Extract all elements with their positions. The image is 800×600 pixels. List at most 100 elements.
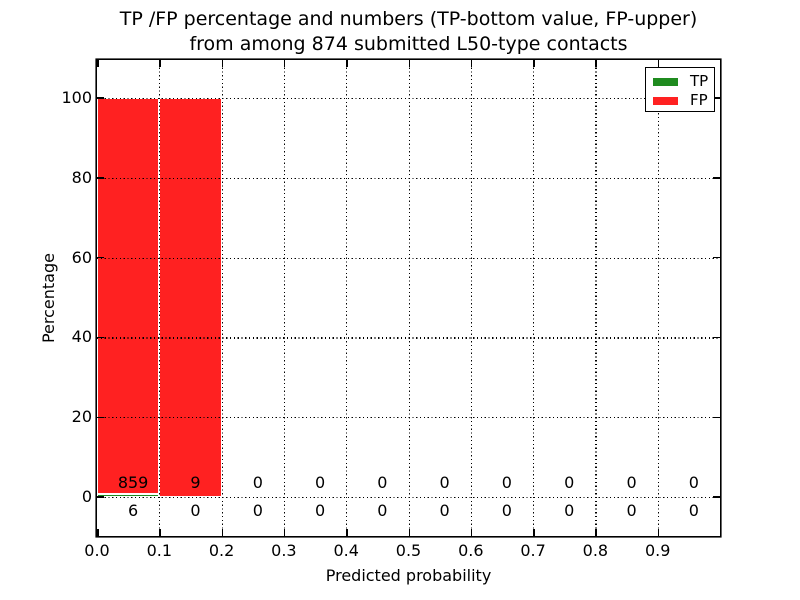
fp-count-label: 0	[688, 473, 699, 492]
fp-count-label: 0	[252, 473, 263, 492]
h-gridline	[97, 98, 720, 100]
x-tick-top	[159, 60, 161, 67]
h-gridline	[97, 177, 720, 179]
x-tick-bottom	[470, 529, 473, 536]
y-tick-left	[97, 177, 104, 179]
x-tick-top	[221, 60, 224, 67]
x-tick-label: 0.0	[84, 541, 110, 560]
v-gridline	[657, 60, 659, 536]
v-gridline	[595, 60, 597, 536]
y-tick-left	[97, 97, 104, 99]
x-tick-bottom	[346, 529, 348, 536]
x-tick-label: 0.7	[520, 541, 546, 560]
tp-count-label: 0	[626, 501, 637, 520]
legend-entry-fp: FP	[646, 91, 714, 110]
x-tick-bottom	[408, 529, 410, 536]
x-tick-top	[346, 60, 348, 67]
v-gridline	[346, 60, 348, 536]
legend-entry-tp: TP	[646, 72, 714, 91]
v-gridline	[470, 60, 472, 536]
x-tick-bottom	[283, 529, 286, 536]
tp-count-label: 0	[190, 501, 201, 520]
legend: TP FP	[645, 67, 715, 112]
x-tick-top	[470, 60, 473, 67]
x-tick-top	[533, 60, 535, 67]
tp-count-label: 0	[377, 501, 388, 520]
tp-count-label: 0	[252, 501, 263, 520]
x-tick-top	[408, 60, 410, 67]
chart-title-line1: TP /FP percentage and numbers (TP-bottom…	[119, 8, 698, 30]
x-tick-label: 0.2	[208, 541, 235, 560]
legend-label: TP	[690, 72, 709, 90]
fp-count-label: 0	[564, 473, 575, 492]
tp-count-label: 6	[128, 501, 139, 520]
y-tick-label: 0	[81, 487, 92, 506]
v-gridline	[408, 60, 410, 536]
v-gridline	[533, 60, 535, 536]
x-tick-bottom	[97, 529, 99, 536]
y-tick-label: 80	[71, 167, 92, 187]
fp-count-label: 0	[315, 473, 326, 492]
x-tick-label: 0.4	[333, 541, 359, 560]
tp-count-label: 0	[688, 501, 699, 520]
fp-count-label: 0	[439, 473, 450, 492]
bar-segment-fp-1	[159, 98, 222, 497]
x-tick-label: 0.6	[458, 541, 484, 560]
y-tick-left	[97, 336, 104, 339]
y-tick-labels: 0 20 40 60 80 100	[0, 60, 97, 536]
x-tick-bottom	[657, 529, 660, 536]
y-tick-right	[713, 256, 720, 259]
y-tick-right	[713, 177, 720, 179]
x-tick-label: 0.1	[146, 541, 173, 560]
fp-legend-swatch	[653, 96, 678, 105]
y-tick-right	[713, 496, 720, 498]
fp-count-label: 859	[117, 473, 149, 492]
h-gridline	[97, 257, 720, 259]
h-gridline	[97, 417, 720, 419]
x-tick-top	[657, 60, 660, 67]
y-tick-left	[97, 496, 104, 498]
x-tick-top	[97, 60, 99, 67]
tp-legend-swatch	[653, 77, 678, 86]
y-tick-right	[713, 336, 720, 339]
x-tick-top	[283, 60, 286, 67]
x-tick-label: 0.3	[271, 541, 297, 560]
x-axis-label: Predicted probability	[325, 566, 492, 585]
x-tick-labels: 0.0 0.1 0.2 0.3 0.4 0.5 0.6 0.7 0.8 0.9	[84, 541, 720, 563]
fp-count-label: 9	[190, 473, 201, 492]
y-tick-left	[97, 256, 104, 259]
chart-title-line2: from among 874 submitted L50-type contac…	[189, 33, 628, 55]
x-tick-bottom	[221, 529, 224, 536]
y-tick-label: 60	[71, 247, 92, 267]
h-gridline	[97, 337, 720, 339]
tp-count-label: 0	[439, 501, 450, 520]
h-gridline	[97, 497, 720, 499]
y-tick-left	[97, 416, 104, 418]
y-tick-right	[713, 97, 720, 99]
plot-area: 859 6 9 0 0 0 0 0 0 0 0 0 0 0 0 0 0 0 0 0 TP FP	[97, 60, 720, 536]
x-tick-top	[595, 60, 597, 67]
x-tick-label: 0.5	[395, 541, 422, 560]
x-tick-label: 0.9	[644, 541, 671, 560]
bar-segment-tp-0	[97, 494, 160, 497]
v-gridline	[159, 60, 161, 536]
tp-count-label: 0	[315, 501, 326, 520]
fp-count-label: 0	[377, 473, 388, 492]
y-tick-label: 40	[71, 327, 92, 347]
legend-label: FP	[690, 91, 708, 109]
chart-title: TP /FP percentage and numbers (TP-bottom…	[97, 7, 720, 57]
fp-count-label: 0	[501, 473, 512, 492]
y-tick-right	[713, 416, 720, 418]
y-tick-label: 20	[71, 407, 92, 427]
fp-count-label: 0	[626, 473, 637, 492]
v-gridline	[283, 60, 286, 536]
x-tick-bottom	[595, 529, 597, 536]
tp-count-label: 0	[564, 501, 575, 520]
tp-count-label: 0	[501, 501, 512, 520]
v-gridline	[221, 60, 223, 536]
x-tick-bottom	[533, 529, 535, 536]
bar-segment-fp-0	[97, 98, 160, 495]
x-tick-bottom	[159, 529, 161, 536]
x-tick-label: 0.8	[582, 541, 609, 560]
